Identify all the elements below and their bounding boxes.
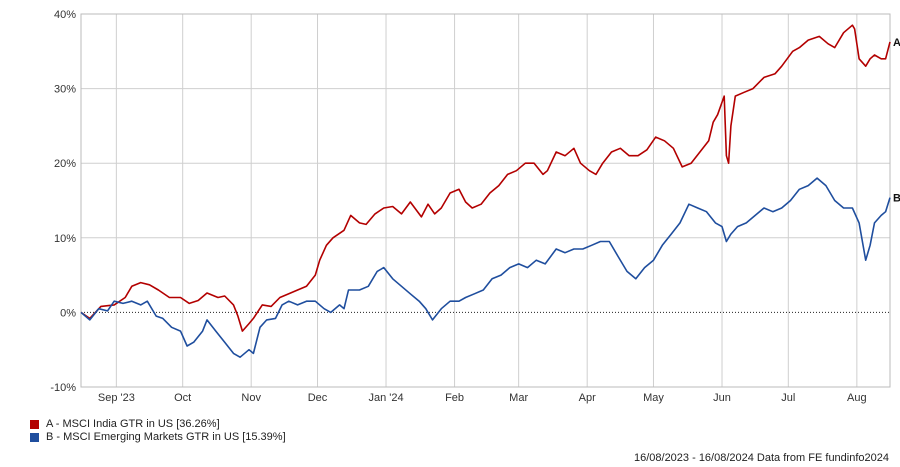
x-tick-label: Apr — [579, 392, 596, 404]
legend: A - MSCI India GTR in US [36.26%] B - MS… — [30, 418, 286, 444]
x-tick-label: Mar — [509, 392, 528, 404]
legend-label-a: A - MSCI India GTR in US [36.26%] — [46, 418, 220, 430]
y-tick-label: 30% — [54, 84, 76, 96]
y-axis-labels: -10% 0% 10% 20% 30% 40% — [50, 9, 76, 394]
plot-frame — [80, 13, 891, 388]
x-gridlines — [115, 14, 858, 387]
legend-label-b: B - MSCI Emerging Markets GTR in US [15.… — [46, 431, 286, 443]
x-tick-label: Dec — [308, 392, 328, 404]
legend-item-a: A - MSCI India GTR in US [36.26%] — [30, 418, 286, 431]
legend-swatch-a — [30, 420, 39, 429]
series-line-a — [80, 24, 891, 332]
series-end-label-b: B — [893, 193, 900, 205]
series-line-b — [80, 177, 891, 359]
y-tick-label: 20% — [54, 158, 76, 170]
legend-swatch-b — [30, 433, 39, 442]
series-end-label-a: A — [893, 37, 900, 49]
legend-item-b: B - MSCI Emerging Markets GTR in US [15.… — [30, 431, 286, 444]
y-tick-label: -10% — [50, 382, 76, 394]
x-tick-label: Jan '24 — [368, 392, 403, 404]
x-tick-label: Nov — [241, 392, 261, 404]
x-tick-label: Feb — [445, 392, 464, 404]
x-tick-label: Oct — [174, 392, 191, 404]
series-end-labels: AB — [893, 37, 900, 205]
x-tick-label: Jun — [713, 392, 731, 404]
x-tick-label: Sep '23 — [98, 392, 135, 404]
y-tick-label: 40% — [54, 9, 76, 21]
x-tick-label: Aug — [847, 392, 867, 404]
footer-source: 16/08/2023 - 16/08/2024 Data from FE fun… — [633, 452, 889, 464]
x-tick-label: Jul — [781, 392, 795, 404]
y-tick-label: 0% — [60, 307, 76, 319]
y-tick-label: 10% — [54, 233, 76, 245]
x-axis-labels: Sep '23 Oct Nov Dec Jan '24 Feb Mar Apr May Jun Ju… — [98, 392, 867, 404]
series-lines — [80, 24, 891, 359]
x-tick-label: May — [643, 392, 664, 404]
